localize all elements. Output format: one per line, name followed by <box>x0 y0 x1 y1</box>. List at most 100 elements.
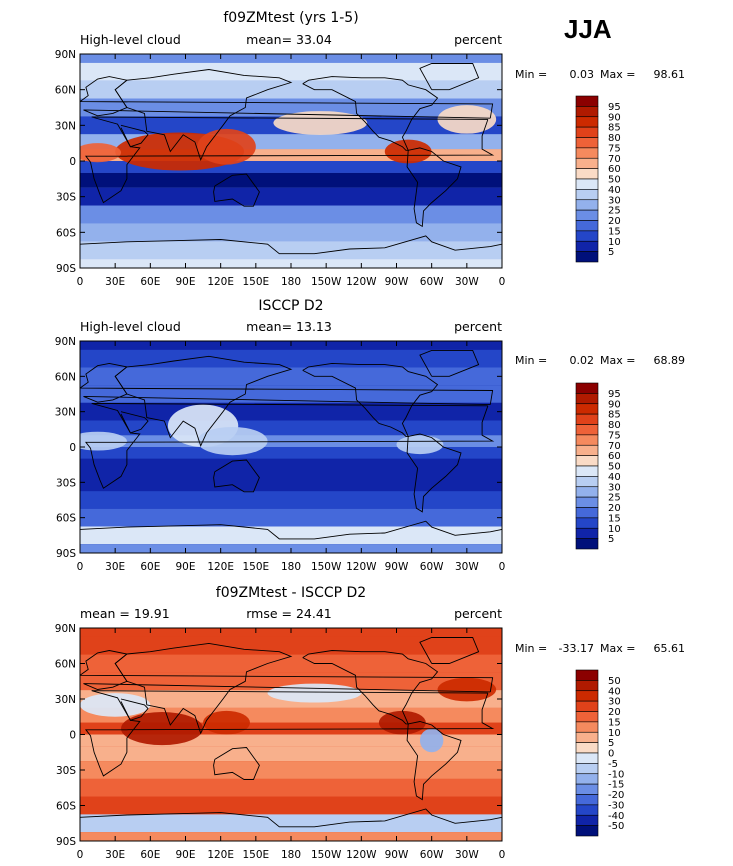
colorbar-label: -20 <box>608 790 624 801</box>
colorbar-label: -50 <box>608 821 624 832</box>
coastline <box>80 235 502 255</box>
colorbar-swatch <box>575 106 599 118</box>
coastline <box>302 76 439 151</box>
zonal-band <box>80 636 502 655</box>
zonal-band <box>80 734 502 747</box>
panel-title: f09ZMtest (yrs 1-5) <box>223 10 358 26</box>
field-blob <box>267 683 362 703</box>
zonal-band <box>80 149 502 161</box>
y-tick-label: 60N <box>55 659 76 671</box>
colorbar-swatch <box>575 690 599 702</box>
zonal-band <box>80 241 502 260</box>
colorbar-swatch <box>575 147 599 159</box>
colorbar-swatch <box>575 116 599 128</box>
colorbar-swatch <box>575 680 599 692</box>
min-label: Min = <box>515 642 547 655</box>
zonal-band <box>80 205 502 224</box>
x-tick-label: 60W <box>420 276 444 288</box>
x-tick-label: 90W <box>385 276 409 288</box>
zonal-band <box>80 187 502 206</box>
max-value: 65.61 <box>654 642 686 655</box>
colorbar-label: 70 <box>608 441 621 452</box>
colorbar-label: 40 <box>608 185 621 196</box>
coastline <box>84 690 495 777</box>
x-tick-label: 30E <box>105 561 125 573</box>
field-blob <box>203 710 250 735</box>
x-tick-label: 150W <box>311 849 342 861</box>
field-blob <box>80 693 151 717</box>
colorbar-label: 15 <box>608 717 621 728</box>
x-tick-label: 0 <box>77 561 84 573</box>
colorbar-label: 75 <box>608 143 621 154</box>
colorbar-label: 30 <box>608 482 621 493</box>
colorbar-swatch <box>575 476 599 488</box>
colorbar-swatch <box>575 814 599 826</box>
colorbar-label: 85 <box>608 123 621 134</box>
x-tick-label: 180 <box>281 849 301 861</box>
coastline <box>302 362 439 437</box>
field-blob <box>273 111 368 135</box>
field-blob <box>121 712 204 746</box>
colorbar-swatch <box>575 711 599 723</box>
colorbar-label: 0 <box>608 749 614 760</box>
colorbar-swatch <box>575 455 599 467</box>
colorbar-swatch <box>575 434 599 446</box>
zonal-band <box>80 746 502 762</box>
x-tick-label: 150E <box>242 849 269 861</box>
colorbar-label: 95 <box>608 389 621 400</box>
y-tick-label: 0 <box>69 156 76 168</box>
panel-2: ISCCP D2 High-level cloud mean= 13.13 perce… <box>55 298 685 573</box>
colorbar-label: 50 <box>608 175 621 186</box>
coastline <box>80 650 494 693</box>
colorbar-label: 90 <box>608 112 621 123</box>
coastline <box>302 650 439 725</box>
zonal-band <box>80 161 502 173</box>
colorbar-label: 95 <box>608 102 621 113</box>
x-tick-label: 60E <box>140 561 160 573</box>
x-tick-label: 90W <box>385 849 409 861</box>
colorbar-label: 10 <box>608 524 621 535</box>
y-tick-label: 90N <box>55 623 76 635</box>
left-label: mean = 19.91 <box>80 606 170 621</box>
center-label: mean= 13.13 <box>246 319 332 334</box>
colorbar-swatch <box>575 752 599 764</box>
colorbar-label: 50 <box>608 462 621 473</box>
min-value: 0.03 <box>570 68 595 81</box>
field-blob <box>197 128 256 165</box>
colorbar-swatch <box>575 168 599 180</box>
colorbar-label: 5 <box>608 534 614 545</box>
max-label: Max = <box>600 354 635 367</box>
coastline <box>406 433 462 513</box>
field-blob <box>419 728 444 753</box>
colorbar-label: 20 <box>608 216 621 227</box>
colorbar-swatch <box>575 220 599 232</box>
zonal-band <box>80 447 502 459</box>
x-tick-label: 90E <box>176 276 196 288</box>
y-tick-label: 30N <box>55 407 76 419</box>
y-tick-label: 0 <box>69 442 76 454</box>
panel-title: ISCCP D2 <box>258 298 323 314</box>
y-tick-label: 90S <box>56 263 76 275</box>
colorbar-label: -10 <box>608 769 624 780</box>
x-tick-label: 180 <box>281 276 301 288</box>
x-tick-label: 30W <box>455 276 479 288</box>
x-tick-label: 0 <box>77 849 84 861</box>
colorbar-swatch <box>575 538 599 550</box>
colorbar-label: 30 <box>608 697 621 708</box>
coastline <box>406 721 462 801</box>
zonal-band <box>80 796 502 815</box>
x-tick-label: 120E <box>207 276 234 288</box>
coastline <box>114 355 293 448</box>
min-value: -33.17 <box>559 642 594 655</box>
x-tick-label: 30E <box>105 276 125 288</box>
colorbar-swatch <box>575 199 599 211</box>
colorbar-label: 5 <box>608 247 614 258</box>
x-tick-label: 0 <box>499 561 506 573</box>
colorbar-swatch <box>575 444 599 456</box>
coastline <box>419 637 480 664</box>
x-tick-label: 150W <box>311 561 342 573</box>
colorbar-label: 80 <box>608 420 621 431</box>
zonal-band <box>80 526 502 545</box>
